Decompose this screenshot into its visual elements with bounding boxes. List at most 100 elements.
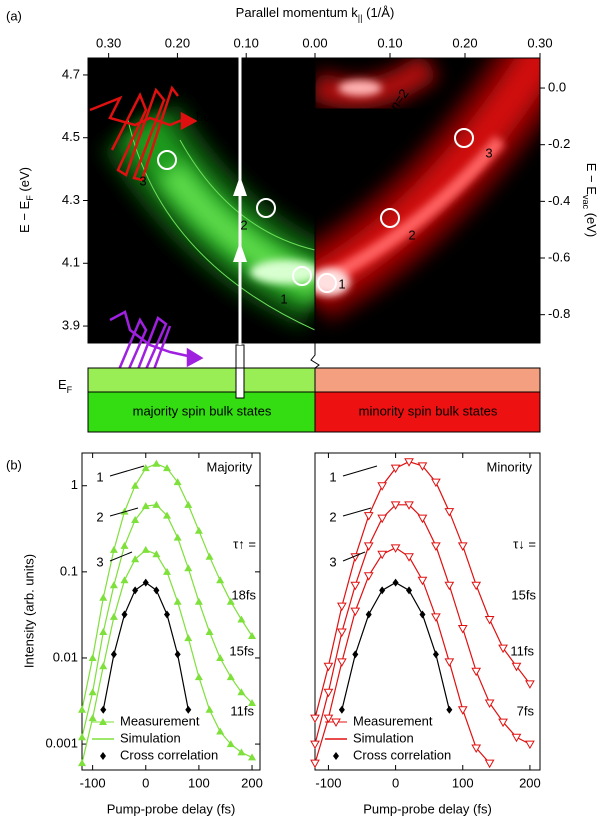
x-tick-label: 0.00 xyxy=(302,35,327,50)
x-tick-label: 200 xyxy=(241,775,263,790)
x-axis-title: Parallel momentum k|| (1/Å) xyxy=(236,5,395,23)
triangle-marker xyxy=(173,478,182,486)
y-tick-label: 3.9 xyxy=(62,317,80,332)
triangle-marker xyxy=(184,564,193,572)
triangle-marker xyxy=(390,544,401,553)
curve-label: 1 xyxy=(329,469,336,484)
minority-bulk-lower xyxy=(314,391,541,433)
x-tick-label: -100 xyxy=(80,775,106,790)
triangle-marker xyxy=(216,653,225,661)
triangle-marker xyxy=(498,644,508,654)
triangle-marker xyxy=(152,550,161,558)
pulse-b xyxy=(89,85,198,182)
curve-pointer xyxy=(109,507,139,517)
pulse-b-label: ħωb xyxy=(196,109,218,127)
triangle-marker xyxy=(377,550,388,560)
x-tick-label: 0.20 xyxy=(165,35,190,50)
triangle-marker xyxy=(417,576,428,586)
state-marker xyxy=(317,273,337,293)
legend-label: Cross correlation xyxy=(353,747,451,762)
axis-break xyxy=(310,343,320,369)
state-label: 3 xyxy=(485,145,492,160)
state-marker xyxy=(454,128,474,148)
diamond-marker xyxy=(164,610,171,619)
panel-title: Majority xyxy=(206,459,252,474)
triangle-marker xyxy=(417,514,428,524)
legend-label: Measurement xyxy=(120,713,200,728)
state-label: 2 xyxy=(240,217,247,232)
state-label: 1 xyxy=(338,276,345,291)
y-axis-title: E − EF (eV) xyxy=(17,167,35,233)
x-tick-label: 200 xyxy=(519,775,541,790)
legend-label: Simulation xyxy=(353,730,414,745)
decay-label: 11fs xyxy=(510,643,534,658)
pulse-a-label-main: ħω xyxy=(196,287,213,302)
diamond-marker xyxy=(153,586,160,595)
triangle-marker xyxy=(131,555,140,563)
triangle-marker xyxy=(310,714,320,724)
triangle-marker xyxy=(457,624,468,634)
triangle-marker xyxy=(484,759,495,769)
pulse-b-label-main: ħω xyxy=(196,109,213,124)
x-tick-label: 0.10 xyxy=(234,35,259,50)
triangle-marker xyxy=(350,581,361,591)
triangle-marker xyxy=(498,718,508,728)
x-tick-label: 100 xyxy=(188,775,210,790)
pulse-a-label-sub: a xyxy=(213,295,219,305)
triangle-marker xyxy=(194,597,203,605)
minority-bulk-upper xyxy=(314,367,541,393)
y-axis-title-sub: F xyxy=(25,195,35,201)
triangle-marker xyxy=(471,581,482,591)
triangle-marker xyxy=(194,526,203,534)
majority-bulk-upper xyxy=(87,367,316,393)
x-tick-label: 0.10 xyxy=(377,35,402,50)
diamond-marker xyxy=(379,586,386,595)
state-marker xyxy=(380,208,400,228)
triangle-marker xyxy=(173,533,182,541)
triangle-marker xyxy=(248,698,257,706)
arrow-base xyxy=(235,367,245,399)
x-tick-label: 0.30 xyxy=(527,35,552,50)
bulk-label: majority spin bulk states xyxy=(133,403,272,418)
decay-label: 15fs xyxy=(511,587,536,602)
curve-pointer xyxy=(109,465,145,477)
triangle-marker xyxy=(152,500,161,508)
triangle-marker xyxy=(337,658,347,667)
x-axis-title: Pump-probe delay (fs) xyxy=(363,801,492,816)
triangle-marker xyxy=(248,753,257,761)
minority-band xyxy=(315,58,540,323)
x-tick-label: 0 xyxy=(142,775,149,790)
diamond-marker xyxy=(432,650,439,659)
triangle-marker xyxy=(525,680,535,689)
legend-label: Simulation xyxy=(120,730,181,745)
y2-axis-title-main: E − E xyxy=(584,163,599,195)
diamond-marker xyxy=(100,752,106,760)
y2-tick-label: -0.4 xyxy=(548,193,570,208)
curve-pointer xyxy=(342,465,378,477)
triangle-marker xyxy=(417,462,428,471)
curve-label: 1 xyxy=(96,469,103,484)
triangle-marker xyxy=(78,705,86,713)
triangle-marker xyxy=(484,615,495,625)
state-marker xyxy=(292,266,312,286)
curve-label: 3 xyxy=(96,554,103,569)
state-label: 3 xyxy=(139,173,146,188)
triangle-marker xyxy=(337,628,347,638)
triangle-marker xyxy=(484,699,495,708)
triangle-marker xyxy=(511,733,522,743)
x-tick-label: 0.20 xyxy=(452,35,477,50)
diamond-marker xyxy=(100,705,107,714)
diamond-marker xyxy=(110,650,117,659)
triangle-marker xyxy=(431,542,441,551)
triangle-marker xyxy=(88,653,97,661)
triangle-marker xyxy=(152,459,161,467)
y-axis-title-unit: (eV) xyxy=(17,167,32,195)
triangle-marker xyxy=(163,511,172,519)
triangle-marker xyxy=(310,740,320,750)
triangle-marker xyxy=(323,688,334,698)
y-tick-label: 1 xyxy=(71,477,78,492)
y2-tick-label: -0.2 xyxy=(548,136,570,151)
triangle-marker xyxy=(525,740,535,750)
panel-label: (a) xyxy=(6,8,22,23)
triangle-marker xyxy=(471,744,482,754)
